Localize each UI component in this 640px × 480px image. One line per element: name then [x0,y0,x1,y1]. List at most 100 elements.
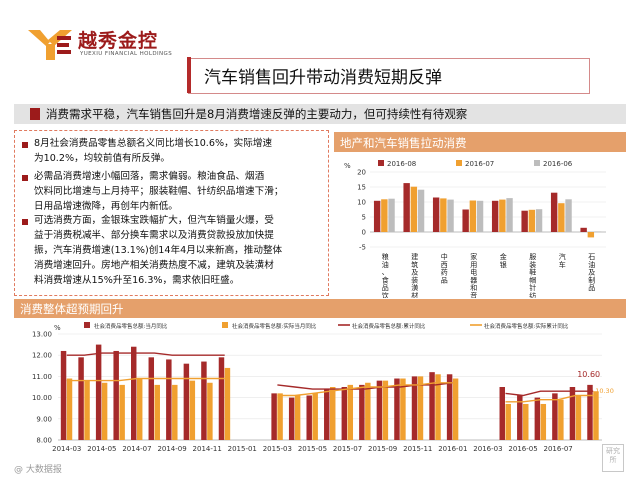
x-tick-char: 材 [411,291,418,298]
bullet-line: 料消费增速从15%升至16.3%，需求依旧旺盛。 [34,275,240,286]
bullet-line: 可选消费方面，金银珠宝跌幅扩大，但汽车销量火爆，受 [34,215,274,226]
bar [382,380,389,440]
x-tick-char: 油 [588,260,595,269]
x-tick-label: 2014-09 [157,445,186,453]
x-tick-char: 粮 [382,252,389,261]
bar [373,200,381,232]
legend-label: 2016-07 [465,160,494,168]
y-tick-label: 0 [362,229,366,237]
bullet-marker [22,175,28,181]
bar [569,387,576,440]
bar [410,186,418,232]
bar [381,199,388,232]
bar [113,350,119,440]
annotation-label: 10.30 [595,387,614,395]
y-tick-label: 9.00 [36,415,52,423]
retail-chart-header [14,299,626,318]
subtitle-banner [14,104,626,124]
legend-swatch [534,160,540,166]
legend-label: 2016-08 [387,160,416,168]
bar [558,203,565,232]
bar [565,199,572,232]
x-tick-label: 金银 [500,252,507,269]
x-tick-char: 服 [529,253,536,261]
legend-swatch [84,322,90,328]
bar [341,387,348,440]
retail-sales-chart: % 8.00 9.00 10.00 11.00 12.00 13.00 社会消费品零售总额:当… [32,322,614,453]
bar [376,380,383,440]
bar [534,397,541,440]
bar [550,192,558,232]
bar [447,199,454,232]
bar [388,198,395,232]
bar [148,357,155,440]
x-tick-char: 用 [470,261,477,269]
x-tick-char: 及 [411,269,418,277]
bar [271,393,277,440]
x-tick-label: 2015-01 [228,445,257,453]
bar [324,389,330,440]
bar [462,209,469,232]
x-tick-label: 粮油、食品饮料 [382,252,389,298]
title-accent [187,57,191,93]
bar [552,393,558,440]
y-tick-label: 11.00 [32,373,52,381]
series-line [66,352,594,397]
bar [521,210,528,232]
x-tick-char: 药 [441,268,448,277]
bar [294,395,301,440]
x-tick-label: 2014-03 [52,445,81,453]
bar [417,376,424,440]
bar [523,403,529,440]
bullet-line: 振，汽车消费增速(13.1%)创14年4月以来新高，推动整体 [34,245,283,256]
x-tick-char: 帽 [529,275,536,284]
bar [506,198,513,232]
legend-label: 社会消费品零售总额:实际累计同比 [484,322,569,330]
bar [535,209,543,232]
bullet-line: 8月社会消费品零售总额名义同比增长10.6%，实际增速 [34,138,273,149]
bullet-marker [22,142,28,148]
x-tick-char: 石 [588,253,595,261]
bar [60,350,67,440]
bar [587,384,593,440]
x-tick-label: 2016-03 [473,445,502,453]
slide-title: 汽车销售回升带动消费短期反弹 [204,68,442,88]
bar [446,374,453,440]
x-tick-char: 潢 [411,283,418,292]
bar [476,200,484,232]
x-tick-char: 品 [588,284,595,292]
x-tick-label: 2015-11 [403,445,432,453]
x-tick-char: 油 [382,260,389,269]
category-growth-chart: % -5 0 5 10 15 20 2016-08 2016-07 2016-06 粮油、食品饮料 建… [344,160,606,298]
y-axis-label: % [344,162,351,170]
bar [288,397,295,440]
bar [136,378,143,440]
legend-label: 2016-06 [543,160,573,168]
bar [166,359,172,440]
bar [491,200,499,232]
bar [469,200,477,232]
x-tick-char: 、 [382,269,389,277]
subtitle-marker [30,108,40,120]
company-name-en: YUEXIU FINANCIAL HOLDINGS [80,51,173,57]
x-tick-char: 音 [470,291,477,298]
bar [440,198,447,232]
x-tick-label: 2015-07 [333,445,362,453]
bar [207,382,213,440]
bar [429,372,435,440]
bar [575,395,582,440]
x-tick-char: 建 [411,252,418,261]
bullet-line: 为10.2%，均较前值有所反弹。 [34,153,171,164]
bar [403,183,410,232]
bar [78,357,84,440]
x-tick-char: 饮 [382,291,389,298]
legend-swatch [222,322,228,328]
bar [593,391,599,440]
bar [505,403,511,440]
x-tick-char: 针 [529,283,536,292]
x-tick-char: 器 [470,276,477,284]
x-tick-char: 鞋 [529,268,536,277]
bar [95,344,102,440]
x-tick-label: 2015-05 [298,445,327,453]
x-tick-char: 纺 [529,291,536,298]
